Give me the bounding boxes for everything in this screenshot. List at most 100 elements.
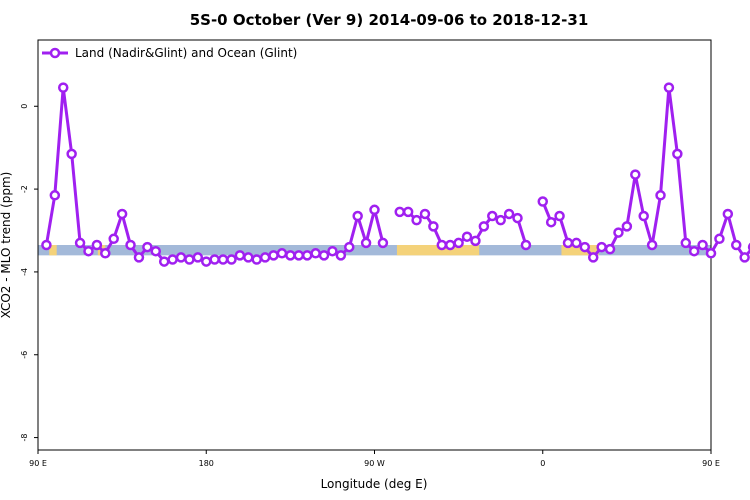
- data-point: [259, 252, 271, 263]
- data-point: [520, 239, 532, 251]
- land-segment: [561, 245, 599, 256]
- y-tick-label: 0: [20, 104, 29, 109]
- data-point: [428, 221, 439, 232]
- data-point: [646, 239, 658, 251]
- data-point: [377, 237, 389, 249]
- data-point: [714, 233, 725, 245]
- ocean-band: [38, 245, 711, 256]
- data-point: [419, 208, 431, 220]
- y-axis: 0 -2 -4 -6 -8: [20, 104, 38, 442]
- data-point: [621, 221, 633, 232]
- data-point: [571, 237, 582, 249]
- data-point: [234, 250, 246, 261]
- data-point: [697, 239, 708, 251]
- data-point: [604, 243, 616, 255]
- data-point: [394, 206, 405, 218]
- data-point: [470, 235, 481, 247]
- data-point: [680, 237, 692, 249]
- data-point: [478, 221, 490, 232]
- data-point: [251, 254, 262, 265]
- data-point: [66, 148, 77, 160]
- data-point: [663, 82, 675, 93]
- data-point: [108, 233, 119, 245]
- data-point: [444, 239, 456, 251]
- x-axis-label: Longitude (deg E): [321, 477, 428, 491]
- y-tick-label: -6: [20, 351, 29, 359]
- data-point: [562, 237, 574, 249]
- data-point: [369, 204, 380, 216]
- data-point: [243, 252, 254, 263]
- data-point: [537, 196, 548, 207]
- data-point: [142, 241, 153, 253]
- data-point: [688, 245, 700, 257]
- y-tick-label: -4: [20, 268, 29, 276]
- data-point: [116, 208, 128, 220]
- data-point: [268, 250, 279, 261]
- data-point: [554, 210, 565, 222]
- data-point: [495, 214, 506, 226]
- data-point: [344, 241, 355, 253]
- legend: Land (Nadir&Glint) and Ocean (Glint): [42, 46, 297, 60]
- data-point: [158, 256, 170, 267]
- data-point: [91, 239, 103, 251]
- data-point: [487, 210, 498, 222]
- data-point: [503, 208, 515, 220]
- data-point: [285, 250, 296, 261]
- x-axis: 90 E 180 90 W 0 90 E: [29, 450, 720, 468]
- data-point: [411, 214, 422, 226]
- y-tick-label: -2: [20, 185, 29, 193]
- data-point: [587, 252, 599, 263]
- land-segment: [49, 245, 57, 256]
- data-point: [705, 248, 717, 259]
- data-point: [167, 254, 178, 265]
- legend-label: Land (Nadir&Glint) and Ocean (Glint): [75, 46, 297, 60]
- chart-title: 5S-0 October (Ver 9) 2014-09-06 to 2018-…: [190, 11, 589, 29]
- data-point: [133, 252, 145, 263]
- x-tick-label: 180: [199, 459, 214, 468]
- data-point: [579, 241, 591, 253]
- legend-marker-swatch: [49, 47, 61, 59]
- data-point: [150, 245, 162, 257]
- data-point: [453, 237, 464, 249]
- data-point: [74, 237, 86, 249]
- data-point: [545, 216, 557, 228]
- series-layer: [41, 82, 750, 267]
- data-point: [436, 239, 448, 251]
- x-tick-label: 90 E: [702, 459, 720, 468]
- x-tick-label: 90 W: [364, 459, 385, 468]
- series-line: [44, 86, 385, 264]
- data-point: [201, 256, 212, 267]
- x-tick-label: 0: [540, 459, 545, 468]
- data-point: [125, 239, 136, 251]
- data-point: [638, 210, 649, 222]
- x-tick-label: 90 E: [29, 459, 47, 468]
- data-point: [310, 248, 321, 259]
- data-point: [613, 227, 624, 238]
- data-point: [175, 252, 187, 263]
- data-point: [41, 239, 52, 251]
- data-point: [360, 237, 372, 249]
- data-point: [352, 210, 363, 222]
- data-point: [596, 241, 607, 253]
- data-point: [512, 212, 523, 224]
- data-point: [335, 250, 347, 261]
- data-point: [192, 252, 204, 263]
- data-point: [226, 254, 237, 265]
- data-point: [217, 254, 229, 265]
- data-point: [57, 82, 69, 93]
- data-point: [655, 190, 666, 201]
- data-point: [301, 250, 313, 261]
- data-point: [293, 250, 305, 261]
- data-point: [209, 254, 220, 265]
- data-point: [739, 252, 750, 263]
- data-point: [184, 254, 195, 265]
- data-point: [276, 248, 288, 259]
- y-tick-label: -8: [20, 434, 29, 442]
- data-point: [730, 239, 742, 251]
- data-point: [722, 208, 734, 220]
- data-point: [49, 190, 61, 201]
- data-point: [83, 245, 94, 257]
- data-point: [327, 245, 338, 257]
- data-point: [318, 250, 330, 261]
